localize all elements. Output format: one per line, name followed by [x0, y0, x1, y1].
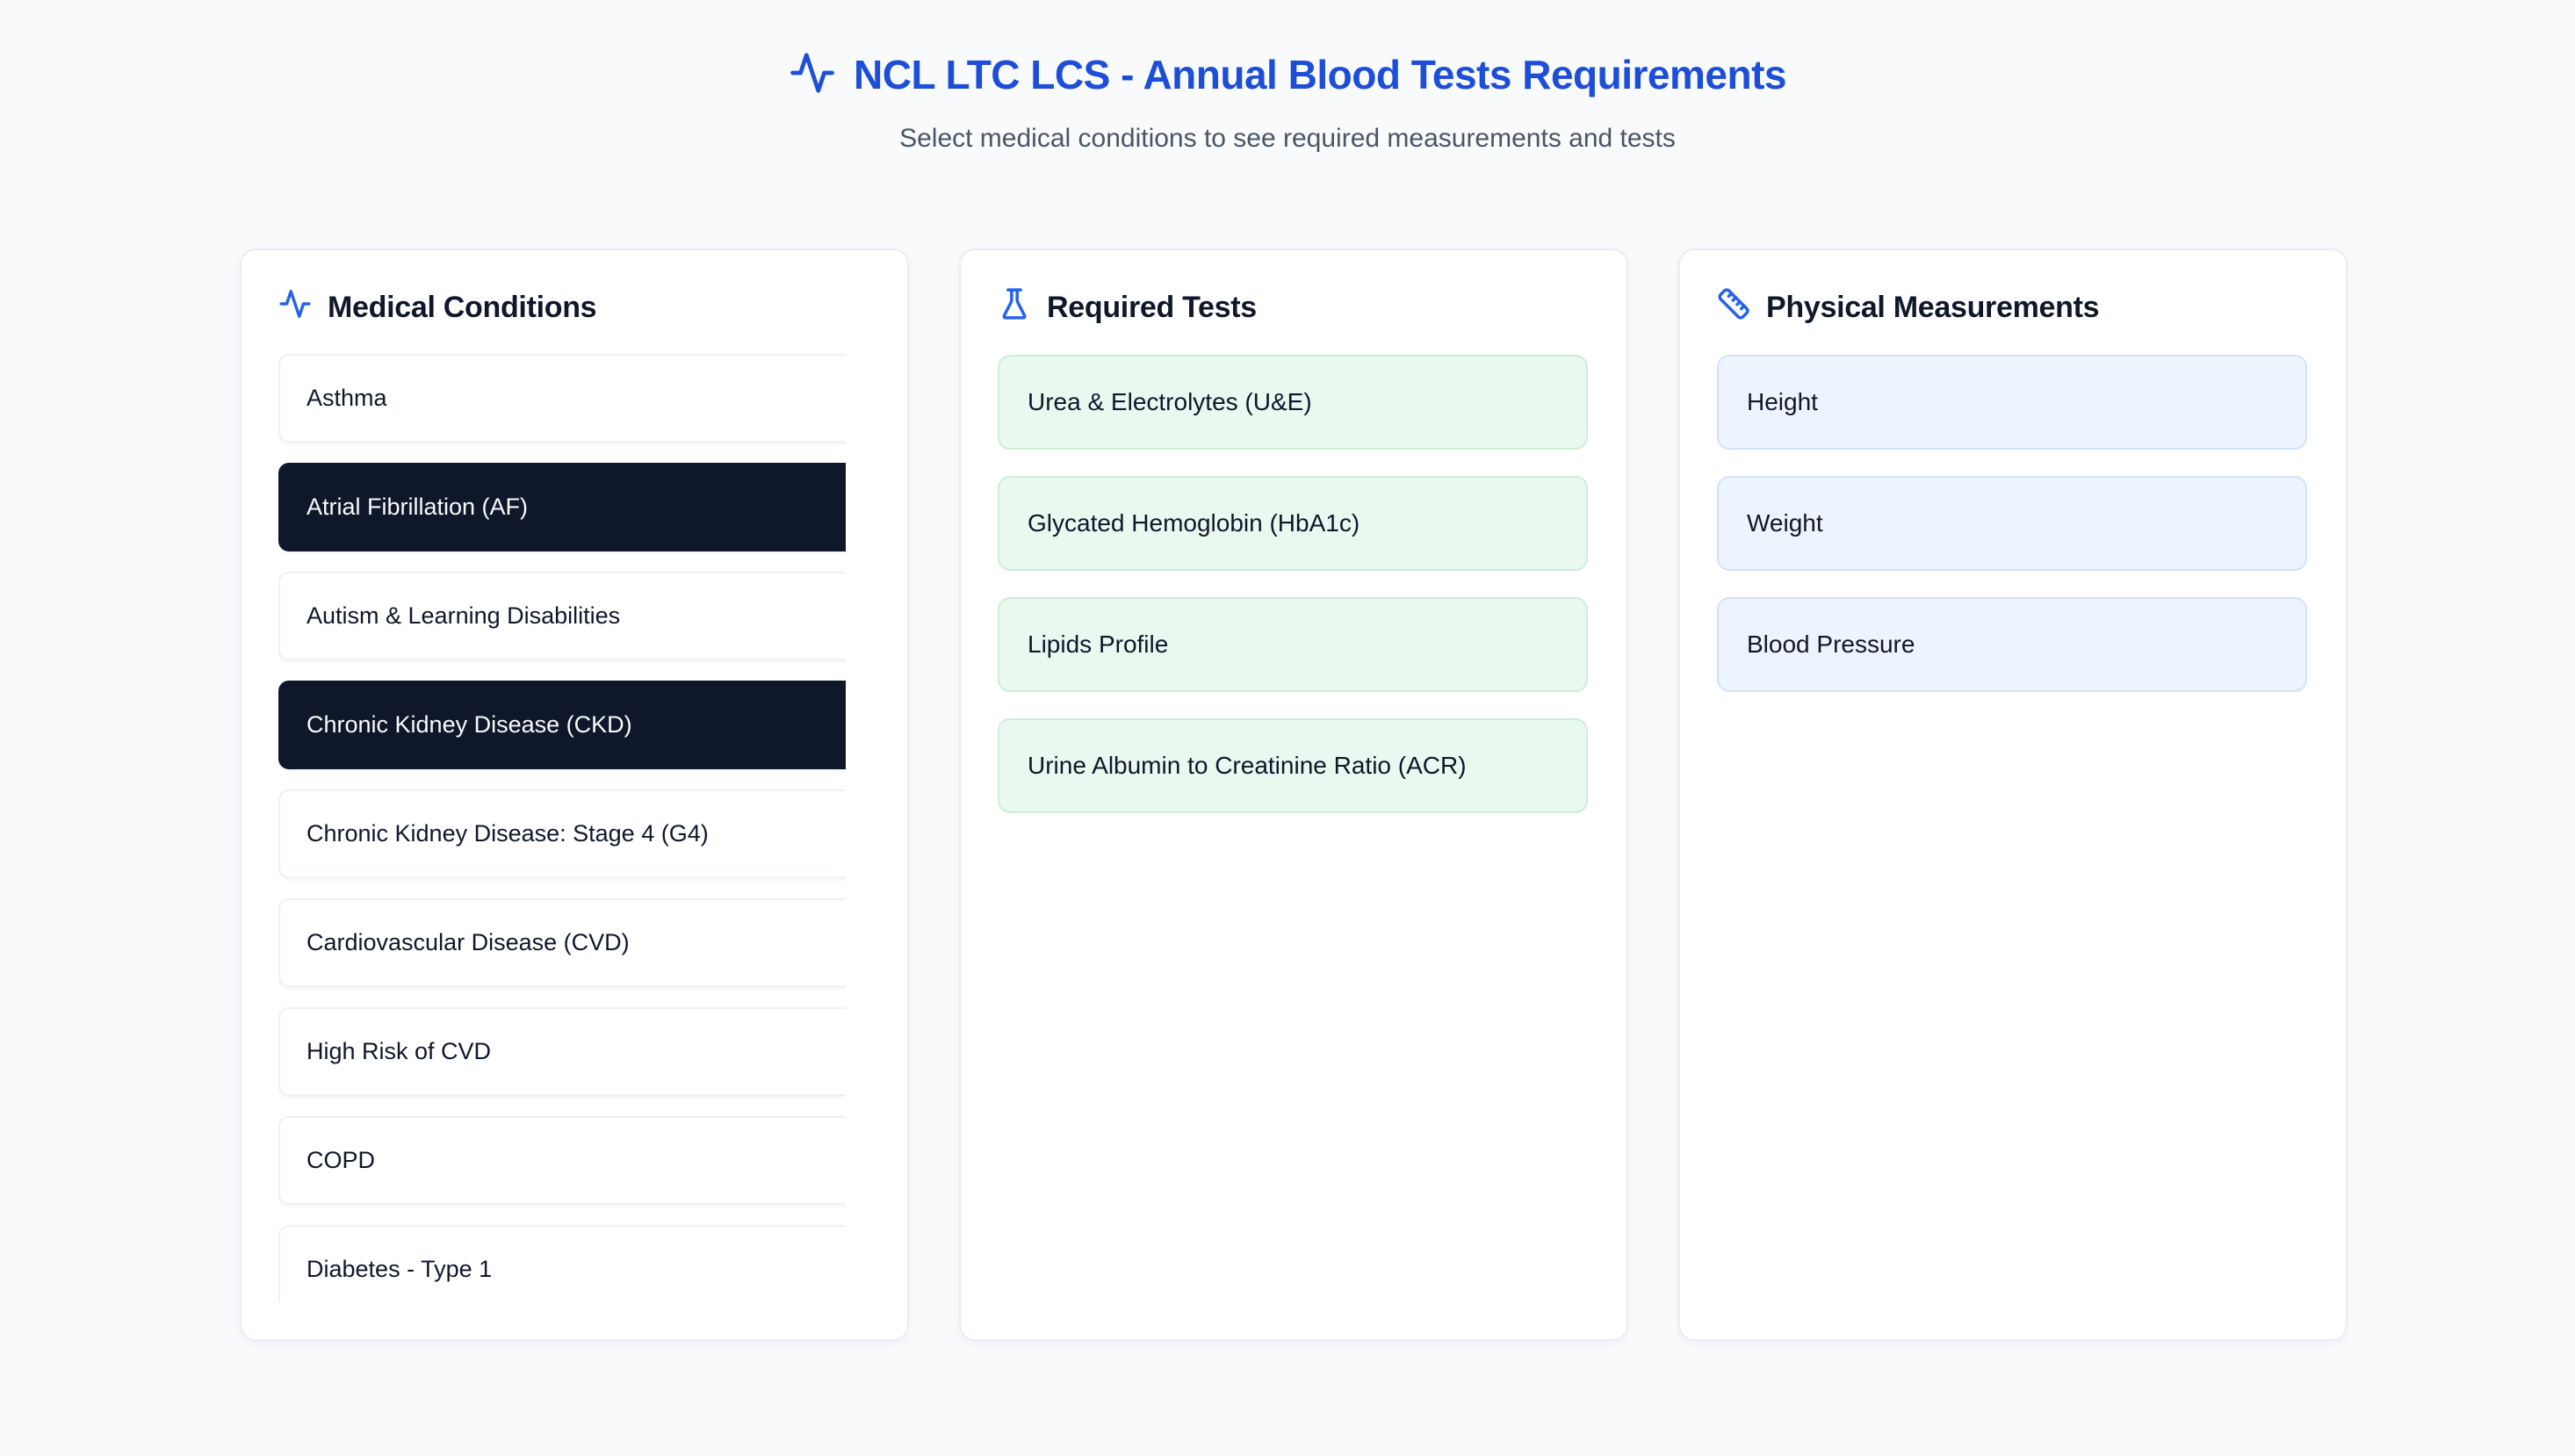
condition-label: Chronic Kidney Disease (CKD)	[307, 711, 632, 738]
condition-item[interactable]: Chronic Kidney Disease (CKD)	[278, 681, 846, 769]
condition-label: Diabetes - Type 1	[307, 1256, 493, 1282]
flask-icon	[998, 287, 1031, 328]
conditions-heading: Medical Conditions	[328, 290, 597, 324]
test-item: Urine Albumin to Creatinine Ratio (ACR)	[998, 718, 1588, 813]
condition-label: Atrial Fibrillation (AF)	[307, 494, 529, 520]
condition-label: COPD	[307, 1147, 376, 1173]
test-item: Glycated Hemoglobin (HbA1c)	[998, 476, 1588, 571]
condition-item[interactable]: COPD	[278, 1116, 846, 1205]
page-header: NCL LTC LCS - Annual Blood Tests Require…	[0, 49, 2575, 154]
condition-label: Chronic Kidney Disease: Stage 4 (G4)	[307, 820, 709, 847]
conditions-list[interactable]: Asthma Atrial Fibrillation (AF) Autism &…	[278, 354, 846, 1302]
test-label: Lipids Profile	[1028, 631, 1169, 658]
pulse-icon	[789, 49, 836, 101]
condition-item[interactable]: Diabetes - Type 1	[278, 1225, 846, 1302]
condition-item[interactable]: Autism & Learning Disabilities	[278, 572, 846, 660]
condition-item[interactable]: Cardiovascular Disease (CVD)	[278, 898, 846, 987]
tests-heading: Required Tests	[1047, 290, 1257, 324]
condition-label: Asthma	[307, 385, 387, 411]
condition-label: Cardiovascular Disease (CVD)	[307, 929, 630, 955]
tests-card: Required Tests Urea & Electrolytes (U&E)…	[959, 249, 1628, 1341]
activity-icon	[278, 287, 312, 328]
measurement-label: Weight	[1747, 509, 1823, 537]
condition-item[interactable]: Atrial Fibrillation (AF)	[278, 463, 846, 551]
page-title: NCL LTC LCS - Annual Blood Tests Require…	[854, 51, 1786, 97]
conditions-card: Medical Conditions Asthma Atrial Fibrill…	[240, 249, 909, 1341]
tests-list: Urea & Electrolytes (U&E) Glycated Hemog…	[998, 355, 1588, 813]
measurement-label: Blood Pressure	[1747, 631, 1915, 658]
condition-label: High Risk of CVD	[307, 1038, 492, 1064]
page-subtitle: Select medical conditions to see require…	[899, 124, 1676, 153]
measurements-list: Height Weight Blood Pressure	[1717, 355, 2307, 692]
condition-item[interactable]: Asthma	[278, 354, 846, 443]
content-columns: Medical Conditions Asthma Atrial Fibrill…	[240, 249, 2348, 1341]
ruler-icon	[1717, 287, 1750, 328]
test-label: Urine Albumin to Creatinine Ratio (ACR)	[1028, 752, 1467, 779]
measurements-heading: Physical Measurements	[1766, 290, 2100, 324]
measurement-label: Height	[1747, 388, 1818, 415]
test-label: Glycated Hemoglobin (HbA1c)	[1028, 509, 1360, 537]
measurements-card: Physical Measurements Height Weight Bloo…	[1678, 249, 2348, 1341]
condition-item[interactable]: Chronic Kidney Disease: Stage 4 (G4)	[278, 789, 846, 878]
condition-label: Autism & Learning Disabilities	[307, 602, 621, 629]
measurement-item: Height	[1717, 355, 2307, 450]
measurement-item: Weight	[1717, 476, 2307, 571]
test-item: Urea & Electrolytes (U&E)	[998, 355, 1588, 450]
condition-item[interactable]: High Risk of CVD	[278, 1007, 846, 1096]
test-label: Urea & Electrolytes (U&E)	[1028, 388, 1312, 415]
test-item: Lipids Profile	[998, 597, 1588, 692]
measurement-item: Blood Pressure	[1717, 597, 2307, 692]
